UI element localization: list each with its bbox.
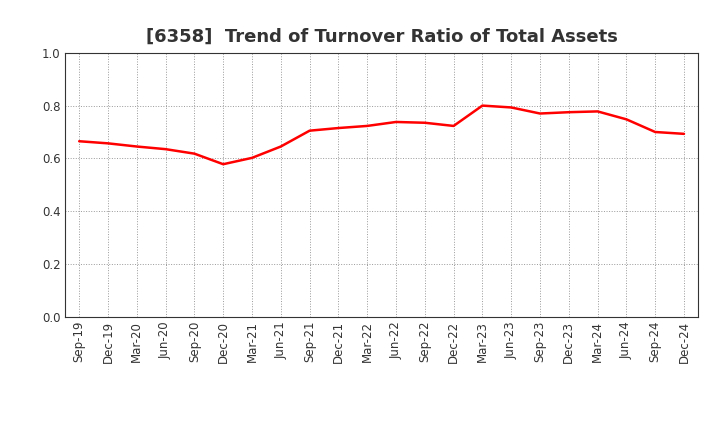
Title: [6358]  Trend of Turnover Ratio of Total Assets: [6358] Trend of Turnover Ratio of Total … (145, 28, 618, 46)
